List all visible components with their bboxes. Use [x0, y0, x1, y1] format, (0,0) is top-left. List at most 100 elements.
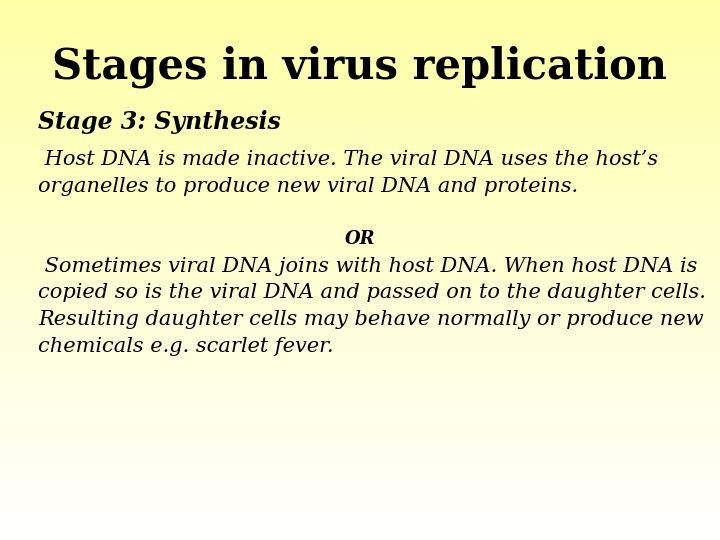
- Bar: [0, 278, 720, 281]
- Bar: [0, 116, 720, 119]
- Bar: [0, 526, 720, 529]
- Bar: [0, 92, 720, 94]
- Bar: [0, 319, 720, 321]
- Bar: [0, 308, 720, 310]
- Bar: [0, 491, 720, 494]
- Bar: [0, 359, 720, 362]
- Bar: [0, 192, 720, 194]
- Bar: [0, 381, 720, 383]
- Bar: [0, 275, 720, 278]
- Bar: [0, 132, 720, 135]
- Bar: [0, 494, 720, 497]
- Bar: [0, 194, 720, 197]
- Bar: [0, 289, 720, 292]
- Bar: [0, 8, 720, 11]
- Bar: [0, 24, 720, 27]
- Bar: [0, 14, 720, 16]
- Bar: [0, 208, 720, 211]
- Bar: [0, 211, 720, 213]
- Bar: [0, 478, 720, 481]
- Bar: [0, 332, 720, 335]
- Bar: [0, 32, 720, 35]
- Bar: [0, 86, 720, 89]
- Bar: [0, 97, 720, 100]
- Bar: [0, 232, 720, 235]
- Bar: [0, 0, 720, 3]
- Bar: [0, 394, 720, 397]
- Bar: [0, 524, 720, 526]
- Bar: [0, 243, 720, 246]
- Bar: [0, 446, 720, 448]
- Bar: [0, 81, 720, 84]
- Bar: [0, 235, 720, 238]
- Bar: [0, 351, 720, 354]
- Bar: [0, 310, 720, 313]
- Bar: [0, 267, 720, 270]
- Bar: [0, 432, 720, 435]
- Bar: [0, 535, 720, 537]
- Bar: [0, 65, 720, 68]
- Bar: [0, 46, 720, 49]
- Bar: [0, 343, 720, 346]
- Bar: [0, 321, 720, 324]
- Bar: [0, 127, 720, 130]
- Bar: [0, 251, 720, 254]
- Bar: [0, 300, 720, 302]
- Bar: [0, 354, 720, 356]
- Bar: [0, 383, 720, 386]
- Bar: [0, 148, 720, 151]
- Text: Stage 3: Synthesis: Stage 3: Synthesis: [38, 110, 281, 134]
- Bar: [0, 227, 720, 229]
- Bar: [0, 3, 720, 5]
- Bar: [0, 397, 720, 400]
- Bar: [0, 418, 720, 421]
- Bar: [0, 213, 720, 216]
- Bar: [0, 329, 720, 332]
- Bar: [0, 19, 720, 22]
- Bar: [0, 221, 720, 224]
- Bar: [0, 262, 720, 265]
- Bar: [0, 402, 720, 405]
- Bar: [0, 356, 720, 359]
- Bar: [0, 40, 720, 43]
- Bar: [0, 135, 720, 138]
- Bar: [0, 189, 720, 192]
- Bar: [0, 510, 720, 513]
- Bar: [0, 59, 720, 62]
- Bar: [0, 281, 720, 284]
- Bar: [0, 470, 720, 472]
- Bar: [0, 51, 720, 54]
- Bar: [0, 340, 720, 343]
- Bar: [0, 162, 720, 165]
- Bar: [0, 224, 720, 227]
- Bar: [0, 348, 720, 351]
- Bar: [0, 157, 720, 159]
- Bar: [0, 338, 720, 340]
- Bar: [0, 421, 720, 424]
- Bar: [0, 181, 720, 184]
- Bar: [0, 335, 720, 338]
- Bar: [0, 94, 720, 97]
- Text: OR: OR: [345, 230, 375, 248]
- Bar: [0, 451, 720, 454]
- Bar: [0, 313, 720, 316]
- Bar: [0, 73, 720, 76]
- Bar: [0, 122, 720, 124]
- Bar: [0, 178, 720, 181]
- Text: Sometimes viral DNA joins with host DNA. When host DNA is
copied so is the viral: Sometimes viral DNA joins with host DNA.…: [38, 257, 706, 355]
- Bar: [0, 62, 720, 65]
- Bar: [0, 467, 720, 470]
- Bar: [0, 502, 720, 505]
- Bar: [0, 254, 720, 256]
- Bar: [0, 35, 720, 38]
- Bar: [0, 456, 720, 459]
- Bar: [0, 413, 720, 416]
- Bar: [0, 448, 720, 451]
- Bar: [0, 130, 720, 132]
- Bar: [0, 170, 720, 173]
- Bar: [0, 124, 720, 127]
- Bar: [0, 70, 720, 73]
- Bar: [0, 108, 720, 111]
- Bar: [0, 270, 720, 273]
- Bar: [0, 173, 720, 176]
